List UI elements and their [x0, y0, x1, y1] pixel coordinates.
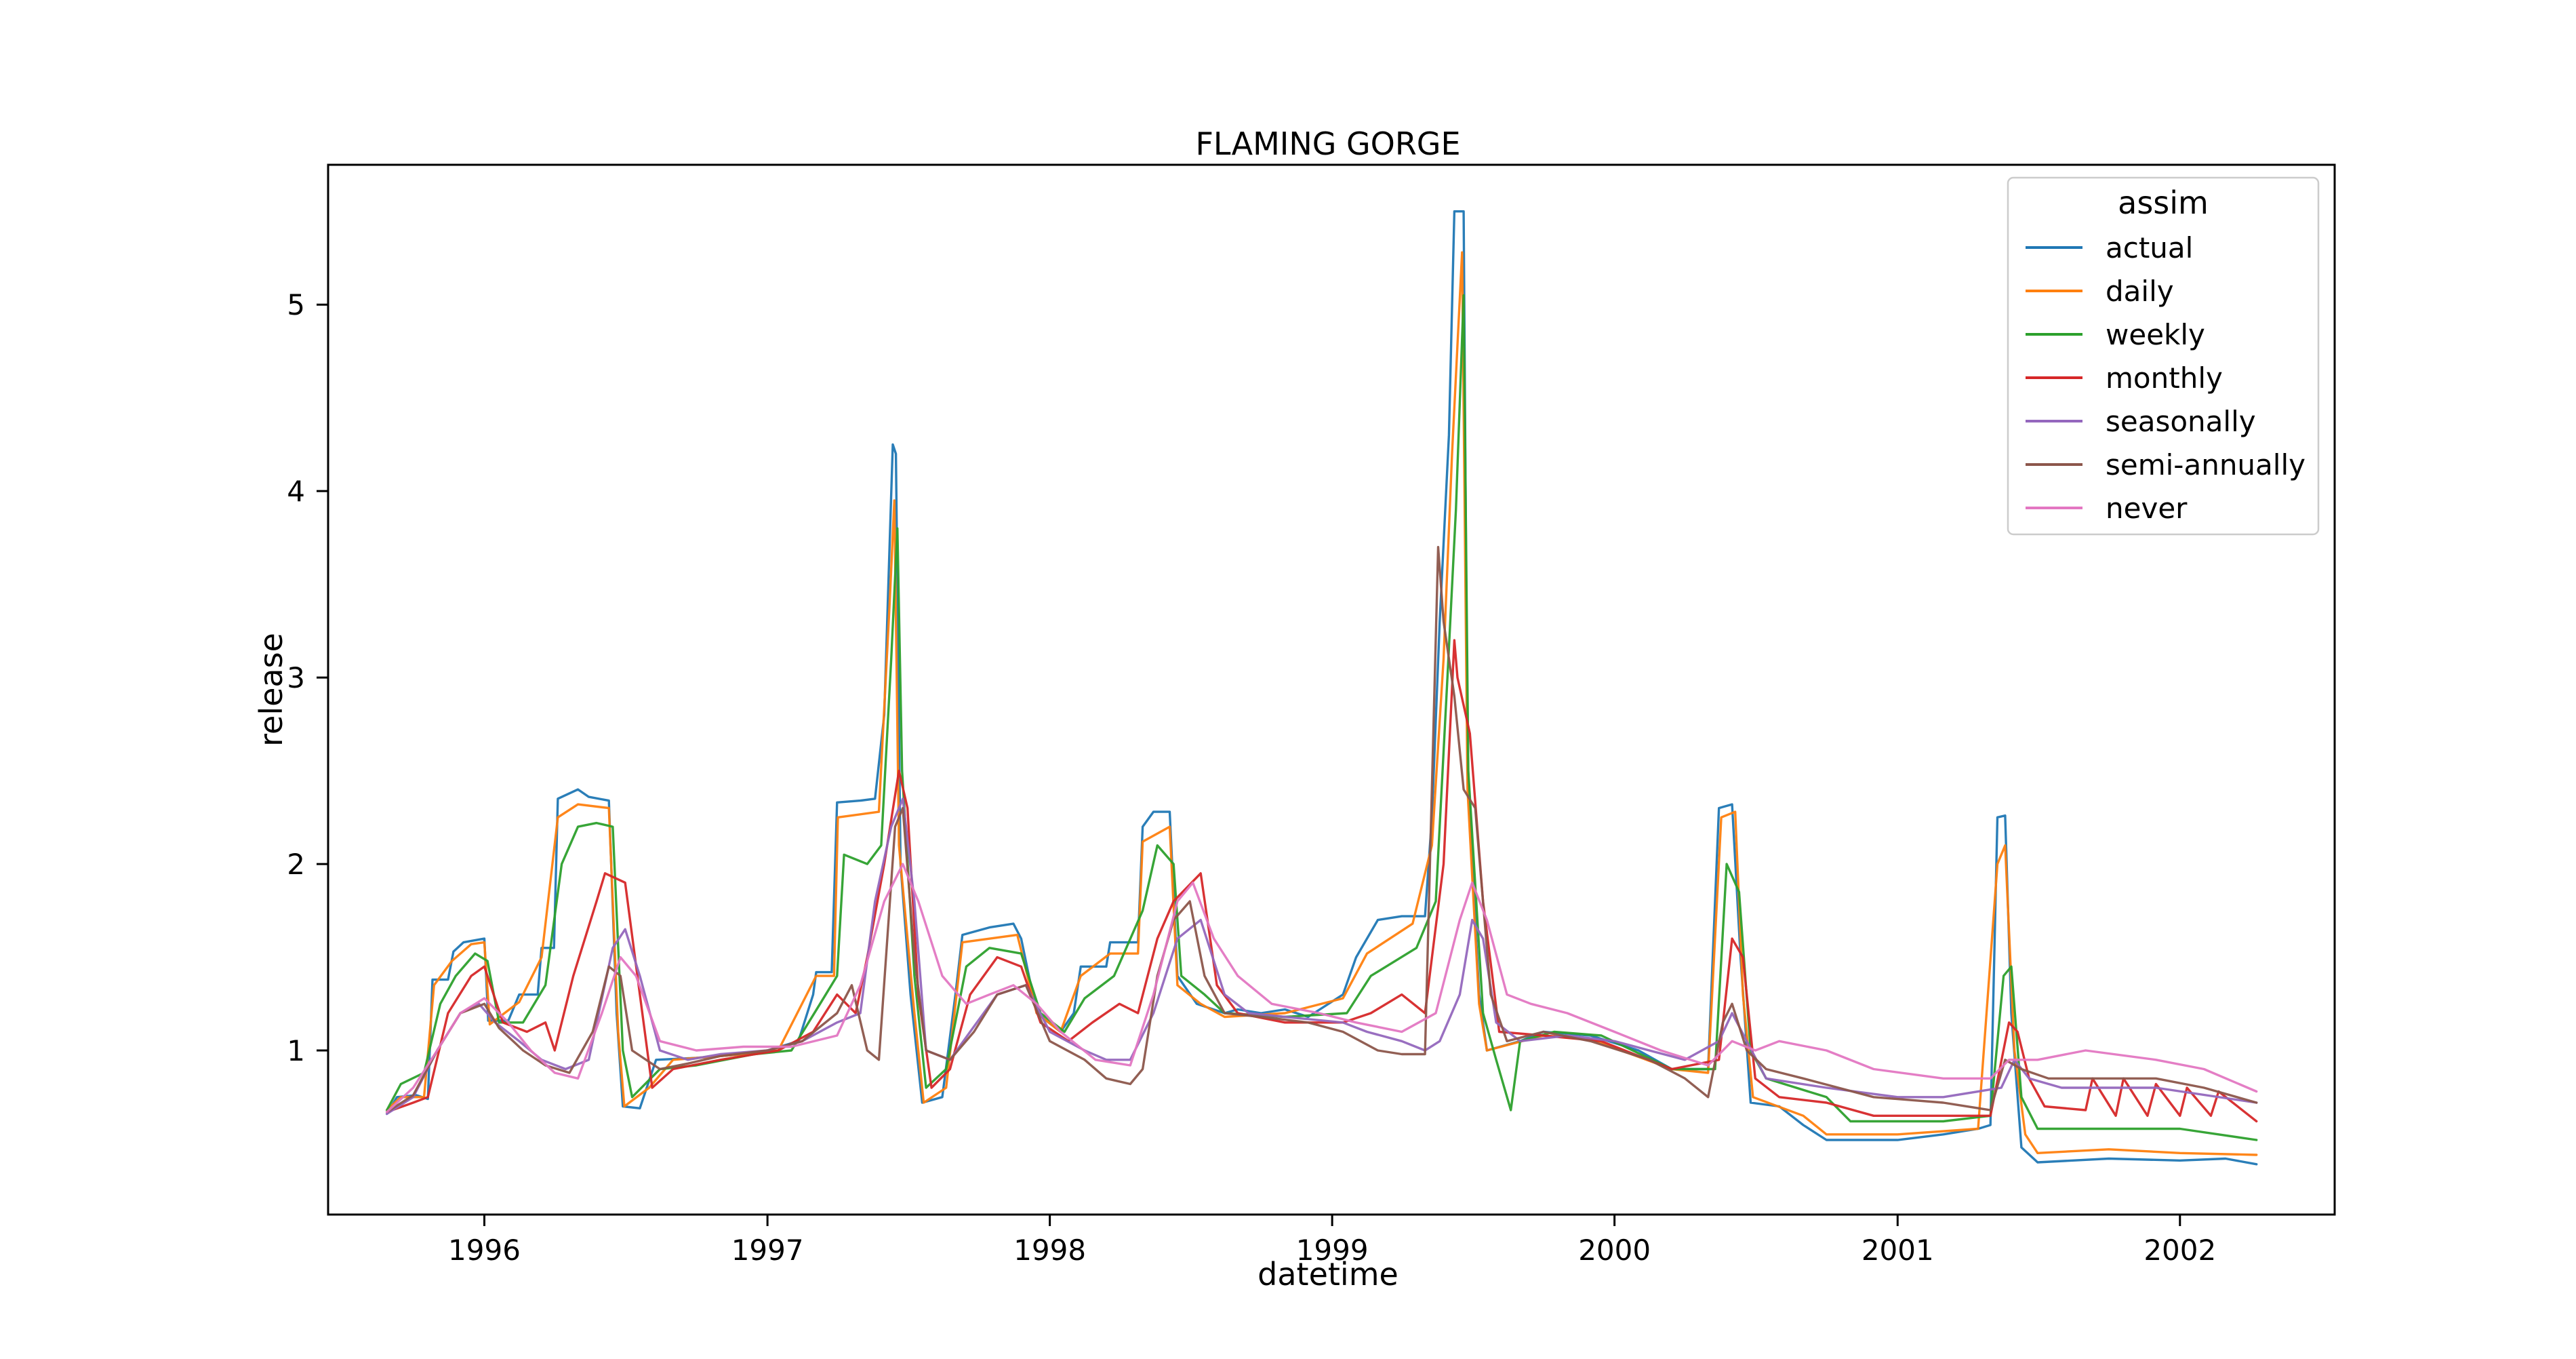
x-axis-label: datetime	[1257, 1256, 1398, 1293]
legend: assim actual daily weekly monthly seasonally…	[2007, 176, 2320, 536]
x-tick-label-2001: 2001	[1861, 1234, 1934, 1267]
series-line-weekly	[386, 294, 2258, 1141]
legend-label-daily: daily	[2106, 275, 2174, 308]
y-axis-label: release	[253, 633, 289, 747]
x-tick-label-1997: 1997	[731, 1234, 804, 1267]
series-layer	[386, 210, 2258, 1166]
series-line-monthly	[386, 639, 2258, 1123]
x-tick-label-1998: 1998	[1013, 1234, 1086, 1267]
y-tick-label-4: 4	[287, 475, 305, 508]
legend-item-actual: actual	[2026, 231, 2193, 264]
legend-items: actual daily weekly monthly seasonally semi-a…	[2026, 231, 2306, 525]
x-tick-label-2000: 2000	[1578, 1234, 1651, 1267]
legend-label-weekly: weekly	[2106, 318, 2205, 351]
x-axis: 1996 1997 1998 1999 2000 2001 2002	[448, 1215, 2216, 1267]
y-tick-label-3: 3	[287, 661, 305, 694]
legend-label-seasonally: seasonally	[2106, 405, 2256, 438]
legend-item-daily: daily	[2026, 275, 2174, 308]
legend-label-actual: actual	[2106, 231, 2193, 264]
legend-item-never: never	[2026, 492, 2188, 525]
legend-frame	[2007, 176, 2320, 536]
legend-label-never: never	[2106, 492, 2188, 525]
series-line-daily	[386, 251, 2258, 1156]
legend-label-semi-annually: semi-annually	[2106, 448, 2306, 481]
legend-item-seasonally: seasonally	[2026, 405, 2256, 438]
legend-item-weekly: weekly	[2026, 318, 2205, 351]
legend-item-monthly: monthly	[2026, 361, 2223, 395]
x-tick-label-1996: 1996	[448, 1234, 521, 1267]
legend-item-semi-annually: semi-annually	[2026, 448, 2306, 481]
y-axis: 1 2 3 4 5	[287, 288, 328, 1067]
legend-label-monthly: monthly	[2106, 361, 2223, 395]
series-line-seasonally	[386, 797, 2258, 1116]
x-tick-label-2002: 2002	[2144, 1234, 2216, 1267]
legend-title: assim	[2118, 184, 2209, 221]
x-tick-label-1999: 1999	[1296, 1234, 1369, 1267]
chart-title: FLAMING GORGE	[1195, 125, 1460, 162]
series-line-never	[386, 863, 2258, 1114]
y-tick-label-2: 2	[287, 848, 305, 881]
y-tick-label-5: 5	[287, 288, 305, 321]
y-tick-label-1: 1	[287, 1034, 305, 1067]
